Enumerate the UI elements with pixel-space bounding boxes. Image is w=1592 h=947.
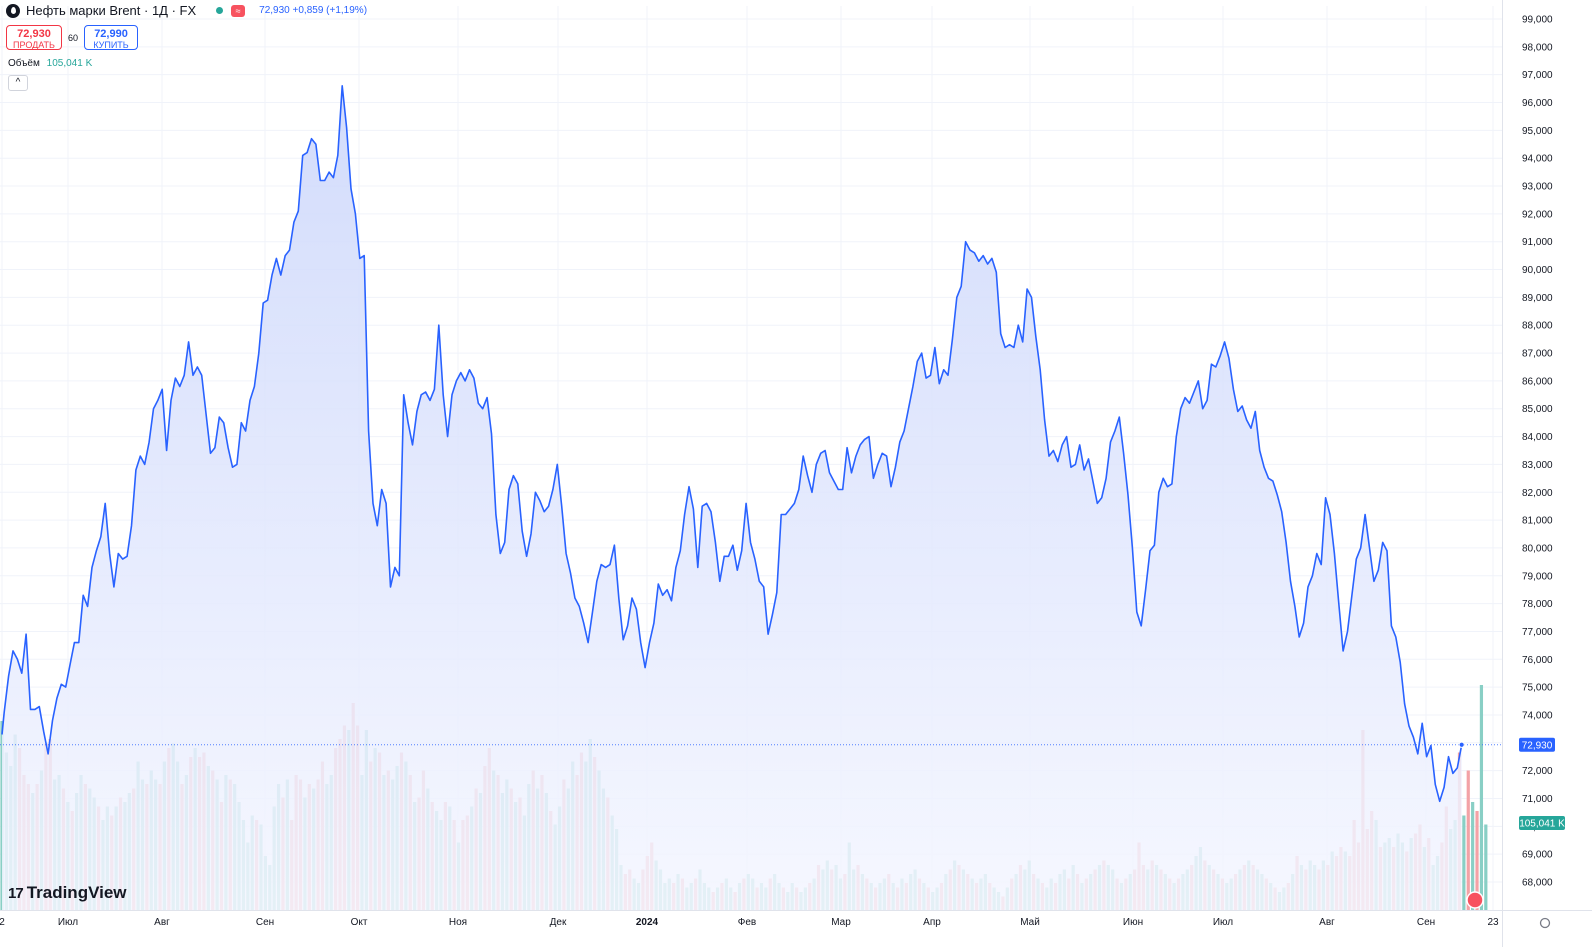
y-tick-label: 96,000: [1522, 98, 1553, 109]
y-tick-label: 79,000: [1522, 571, 1553, 582]
y-tick-label: 71,000: [1522, 794, 1553, 805]
y-tick-label: 89,000: [1522, 293, 1553, 304]
x-tick-label: Фев: [738, 917, 756, 928]
y-tick-label: 87,000: [1522, 349, 1553, 360]
y-tick-label: 99,000: [1522, 15, 1553, 26]
last-price: 72,930: [259, 5, 290, 16]
price-line: [1, 85, 1463, 803]
y-tick-label: 75,000: [1522, 683, 1553, 694]
y-tick-label: 81,000: [1522, 516, 1553, 527]
x-tick-label: Апр: [923, 917, 941, 928]
y-tick-label: 80,000: [1522, 543, 1553, 554]
delayed-data-icon: ≈: [231, 4, 246, 17]
volume-bar: [0, 721, 4, 910]
volume-legend[interactable]: Объём 105,041 K: [8, 58, 92, 69]
x-tick-label: Июн: [1123, 917, 1143, 928]
settings-gear-icon: [1539, 917, 1551, 929]
y-tick-label: 83,000: [1522, 460, 1553, 471]
x-tick-label: Авг: [1319, 917, 1335, 928]
x-tick-label: Ноя: [449, 917, 467, 928]
y-tick-label: 93,000: [1522, 182, 1553, 193]
collapse-legend-button[interactable]: ^: [8, 75, 28, 91]
y-tick-label: 78,000: [1522, 599, 1553, 610]
sell-label: ПРОДАТЬ: [13, 40, 55, 50]
y-tick-label: 91,000: [1522, 237, 1553, 248]
volume-bar: [1475, 811, 1479, 910]
y-tick-label: 68,000: [1522, 878, 1553, 889]
y-tick-label: 69,000: [1522, 850, 1553, 861]
y-tick-label: 76,000: [1522, 655, 1553, 666]
oil-drop-icon: [6, 3, 20, 18]
y-tick-label: 84,000: [1522, 432, 1553, 443]
last-price-badge-text: 72,930: [1522, 740, 1553, 751]
y-tick-label: 74,000: [1522, 710, 1553, 721]
sell-button[interactable]: 72,930 ПРОДАТЬ: [6, 25, 62, 50]
logo-text: TradingView: [26, 883, 127, 902]
last-price-badge: [1519, 737, 1555, 752]
price-change: +0,859 (+1,19%): [292, 5, 368, 16]
market-status[interactable]: ≈: [216, 4, 246, 17]
symbol-title[interactable]: Нефть марки Brent · 1Д · FX: [26, 3, 197, 18]
last-price-point: [1458, 741, 1465, 748]
x-tick-label: 2024: [636, 917, 659, 928]
volume-bar: [1484, 824, 1488, 910]
trade-buttons: 72,930 ПРОДАТЬ 60 72,990 КУПИТЬ: [6, 25, 139, 50]
buy-price: 72,990: [94, 28, 128, 40]
y-tick-label: 72,000: [1522, 766, 1553, 777]
chevron-up-icon: ^: [15, 77, 21, 88]
x-tick-label: Май: [1020, 917, 1040, 928]
y-tick-label: 82,000: [1522, 488, 1553, 499]
tradingview-mark-icon: 17: [8, 884, 24, 902]
x-tick-label: Июл: [1213, 917, 1233, 928]
volume-label: Объём: [8, 58, 40, 69]
volume-bar: [1462, 815, 1466, 910]
price-labels: 72,930 105,041 K: [1519, 737, 1565, 830]
spread-value: 60: [68, 32, 79, 43]
y-tick-label: 77,000: [1522, 627, 1553, 638]
buy-label: КУПИТЬ: [93, 40, 129, 50]
x-tick-label: 23: [1487, 917, 1499, 928]
price-area: [0, 85, 1502, 911]
y-tick-label: 98,000: [1522, 42, 1553, 53]
x-tick-label: Мар: [831, 917, 851, 928]
volume-bar: [1466, 770, 1470, 910]
volume-badge: [1519, 816, 1565, 830]
y-tick-label: 88,000: [1522, 321, 1553, 332]
volume-bar: [1471, 802, 1475, 910]
tradingview-logo[interactable]: 17 TradingView: [8, 883, 127, 903]
chart-header: Нефть марки Brent · 1Д · FX ≈ 72,930 +0,…: [6, 3, 367, 18]
quote-info: 72,930 +0,859 (+1,19%): [259, 5, 367, 16]
us-flag-icon: [1466, 891, 1484, 909]
y-tick-label: 97,000: [1522, 70, 1553, 81]
y-tick-label: 95,000: [1522, 126, 1553, 137]
sell-price: 72,930: [17, 28, 51, 40]
volume-value: 105,041 K: [46, 58, 93, 69]
x-tick-label: Окт: [351, 917, 368, 928]
y-tick-label: 85,000: [1522, 404, 1553, 415]
y-tick-label: 86,000: [1522, 376, 1553, 387]
x-tick-label: Июл: [58, 917, 78, 928]
x-tick-label: Дек: [550, 917, 567, 928]
volume-bar: [1479, 685, 1484, 910]
x-tick-label: Авг: [154, 917, 170, 928]
volume-badge-text: 105,041 K: [1519, 819, 1565, 830]
price-area-fill: [2, 85, 1462, 911]
x-tick-label: 2: [0, 917, 5, 928]
x-tick-label: Сен: [1417, 917, 1435, 928]
market-open-icon: [216, 7, 224, 14]
y-tick-label: 90,000: [1522, 265, 1553, 276]
y-tick-label: 92,000: [1522, 209, 1553, 220]
buy-button[interactable]: 72,990 КУПИТЬ: [84, 25, 139, 50]
x-tick-label: Сен: [256, 917, 274, 928]
y-tick-label: 94,000: [1522, 154, 1553, 165]
